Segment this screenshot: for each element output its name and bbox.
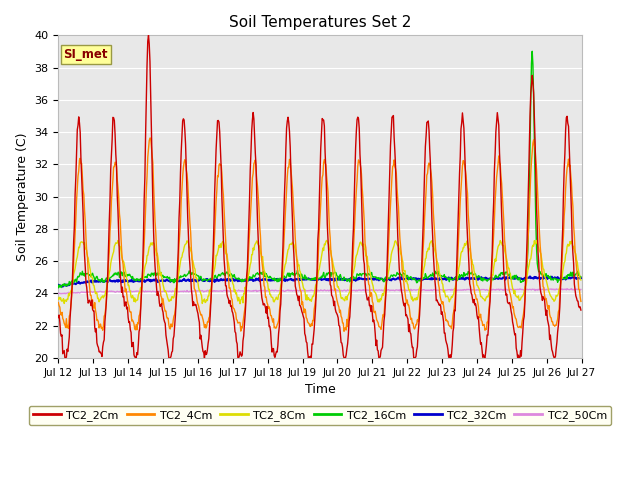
Title: Soil Temperatures Set 2: Soil Temperatures Set 2 [229, 15, 411, 30]
Y-axis label: Soil Temperature (C): Soil Temperature (C) [16, 132, 29, 261]
Text: SI_met: SI_met [63, 48, 108, 61]
Legend: TC2_2Cm, TC2_4Cm, TC2_8Cm, TC2_16Cm, TC2_32Cm, TC2_50Cm: TC2_2Cm, TC2_4Cm, TC2_8Cm, TC2_16Cm, TC2… [29, 406, 611, 425]
X-axis label: Time: Time [305, 383, 335, 396]
